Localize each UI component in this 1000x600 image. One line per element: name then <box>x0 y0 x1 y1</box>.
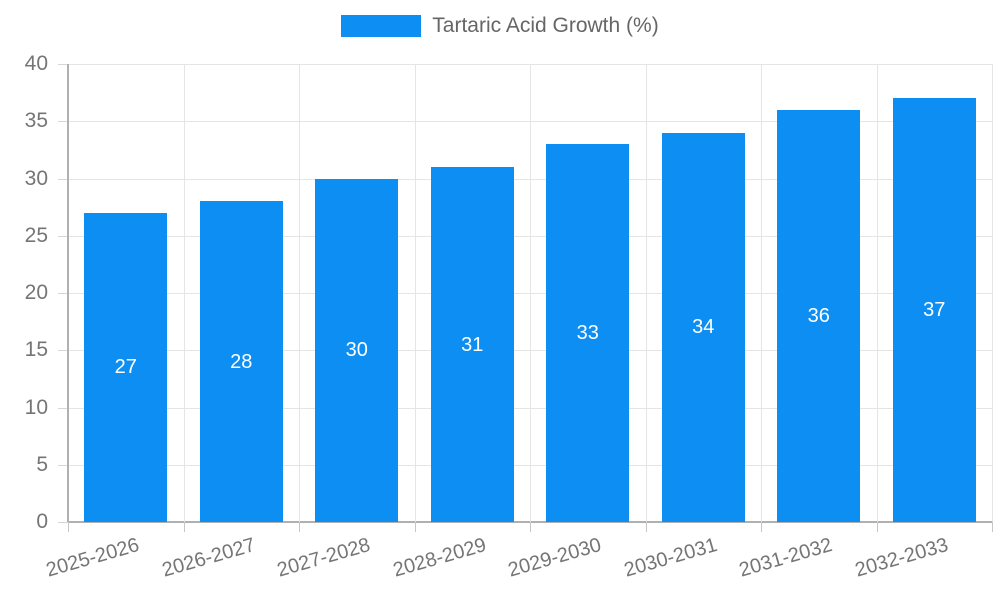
y-tick <box>58 293 68 294</box>
bar-value-label: 27 <box>114 356 137 379</box>
bar-value-label: 28 <box>230 350 253 373</box>
bar[interactable] <box>199 201 283 522</box>
y-tick <box>58 121 68 123</box>
bar-value-label: 34 <box>692 316 715 339</box>
bar[interactable] <box>84 212 168 522</box>
x-axis-label: 2031-2032 <box>736 534 835 582</box>
legend-item[interactable]: Tartaric Acid Growth (%) <box>341 14 659 38</box>
x-axis-label: 2026-2027 <box>159 534 258 582</box>
x-axis-label: 2028-2029 <box>390 534 489 582</box>
y-tick-label: 25 <box>24 223 48 247</box>
legend: Tartaric Acid Growth (%) <box>0 14 1000 38</box>
bar[interactable] <box>430 167 514 522</box>
y-tick <box>58 178 68 180</box>
bar-value-label: 36 <box>807 304 830 327</box>
x-tick <box>761 522 762 532</box>
bar[interactable] <box>546 144 630 522</box>
y-tick-label: 40 <box>24 52 48 75</box>
y-tick-label: 20 <box>24 281 48 304</box>
y-tick-label: 10 <box>24 395 48 419</box>
x-axis-label: 2027-2028 <box>274 534 373 582</box>
x-gridline <box>992 64 993 522</box>
x-gridline <box>645 64 647 522</box>
bar[interactable] <box>315 178 399 522</box>
x-gridline <box>414 64 416 522</box>
bar[interactable] <box>777 109 861 522</box>
y-tick-label: 30 <box>24 166 48 190</box>
x-tick <box>414 522 416 532</box>
x-tick <box>299 522 300 532</box>
y-tick-label: 5 <box>36 452 48 476</box>
y-tick <box>58 407 68 409</box>
bar-value-label: 30 <box>345 339 368 362</box>
x-gridline <box>530 64 531 522</box>
y-tick <box>58 350 68 352</box>
bar[interactable] <box>892 98 976 522</box>
x-gridline <box>183 64 185 522</box>
y-axis-line <box>67 64 69 522</box>
y-tick <box>58 522 68 523</box>
x-axis-label: 2030-2031 <box>621 534 720 582</box>
x-tick <box>645 522 647 532</box>
x-tick <box>992 522 993 532</box>
x-gridline <box>761 64 762 522</box>
y-tick-label: 0 <box>36 510 48 533</box>
x-tick <box>876 522 878 532</box>
bar[interactable] <box>661 132 745 522</box>
y-tick-label: 15 <box>24 338 48 362</box>
y-tick <box>58 64 68 65</box>
x-tick <box>68 522 69 532</box>
y-tick-label: 35 <box>24 109 48 133</box>
x-gridline <box>876 64 878 522</box>
x-tick <box>530 522 531 532</box>
y-tick <box>58 464 68 466</box>
y-tick <box>58 235 68 237</box>
bar-value-label: 33 <box>576 322 599 345</box>
bar-value-label: 37 <box>923 299 946 322</box>
x-gridline <box>299 64 300 522</box>
x-axis-label: 2029-2030 <box>505 534 604 582</box>
x-axis-label: 2032-2033 <box>852 534 951 582</box>
x-axis-label: 2025-2026 <box>43 534 142 582</box>
bar-value-label: 31 <box>461 333 484 356</box>
legend-swatch-icon <box>341 15 422 37</box>
x-tick <box>183 522 185 532</box>
legend-label: Tartaric Acid Growth (%) <box>432 14 659 37</box>
